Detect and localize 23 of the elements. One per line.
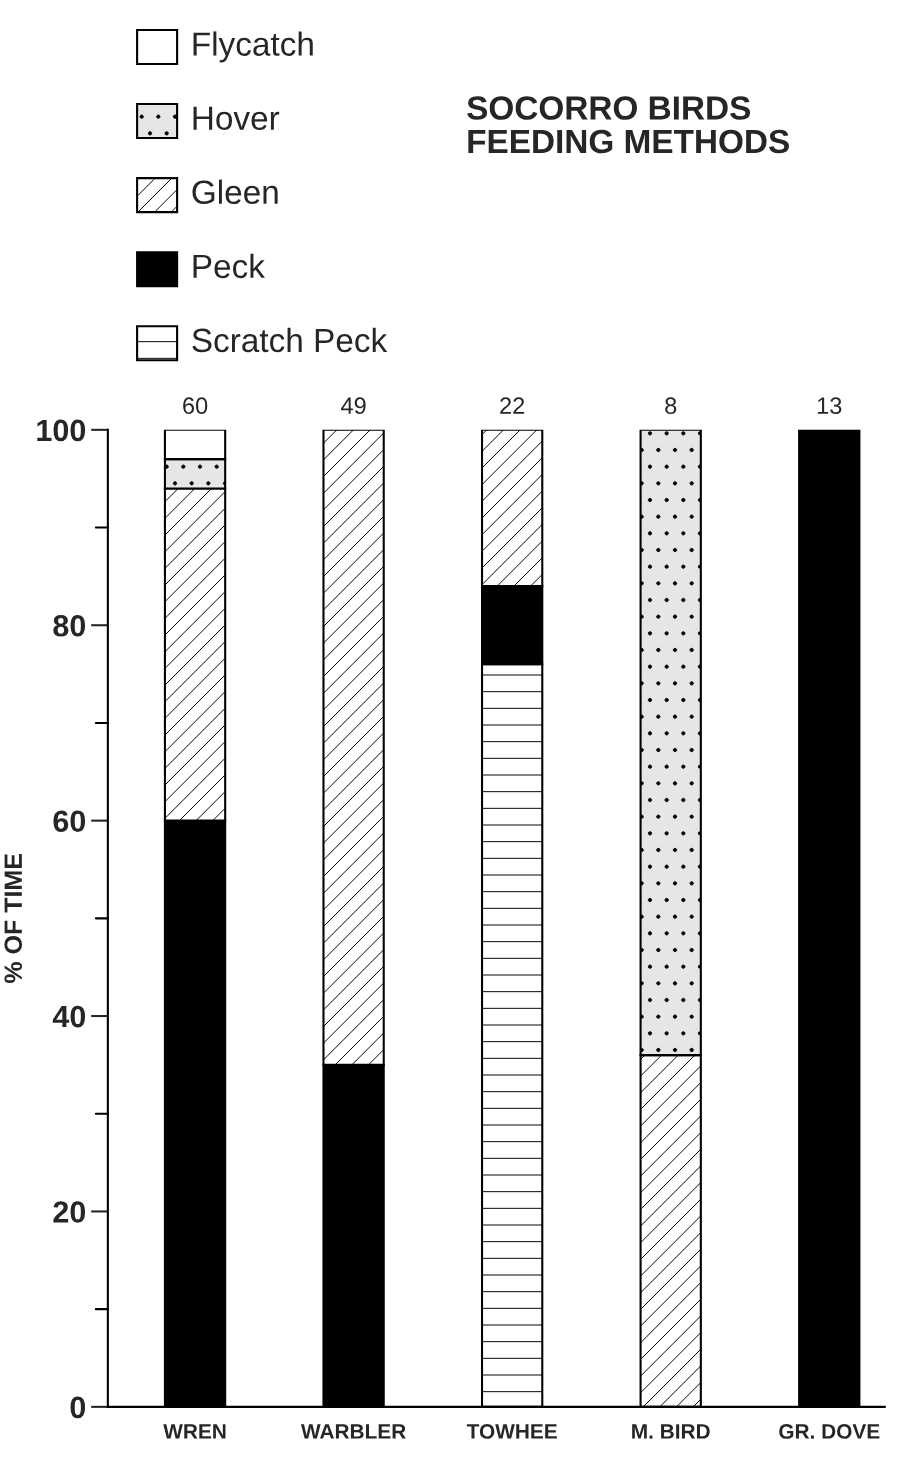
x-tick-label: GR. DOVE xyxy=(779,1424,880,1439)
legend-label: Hover xyxy=(193,106,280,130)
chart-title: SOCORRO BIRDS FEEDING METHODS xyxy=(467,96,789,154)
x-tick-label: WARBLER xyxy=(300,1424,406,1439)
y-tick-label: 0 xyxy=(70,1396,86,1419)
legend-label: Peck xyxy=(193,253,265,279)
annotation: 22 xyxy=(500,397,525,414)
y-tick-label: 60 xyxy=(53,810,86,833)
annotation: 60 xyxy=(183,397,208,415)
y-tick-label: 20 xyxy=(53,1201,86,1223)
x-tick-label: M. BIRD xyxy=(632,1424,710,1439)
x-tick-label: WREN xyxy=(163,1424,226,1439)
y-tick-label: 100 xyxy=(37,419,86,442)
annotation: 13 xyxy=(817,397,842,415)
annotation: 8 xyxy=(665,397,677,415)
annotation: 49 xyxy=(341,397,366,415)
legend-label: Flycatch xyxy=(193,31,313,63)
legend-label: Gleen xyxy=(192,179,278,205)
x-tick-label: TOWHEE xyxy=(466,1424,557,1439)
legend-label: Scratch Peck xyxy=(192,327,388,353)
y-axis-title: % OF TIME xyxy=(4,854,23,983)
y-tick-label: 40 xyxy=(52,1005,86,1028)
y-tick-label: 80 xyxy=(53,614,86,637)
